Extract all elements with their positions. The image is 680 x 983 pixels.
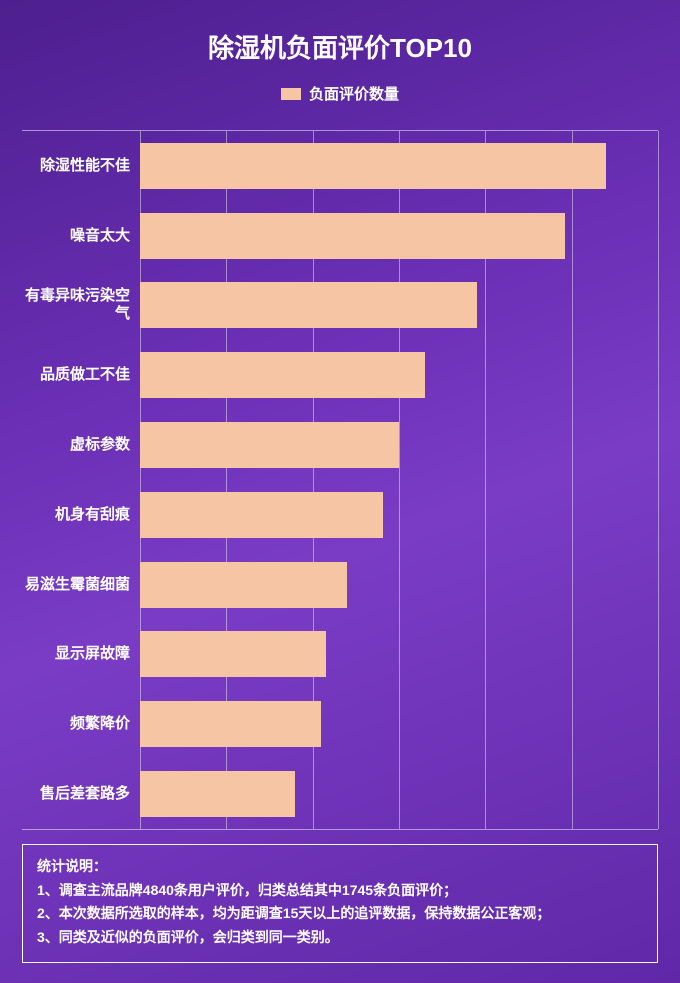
bar-label: 易滋生霉菌细菌 (22, 576, 140, 594)
bar-track (140, 619, 658, 689)
bar-row: 有毒异味污染空气 (22, 271, 658, 341)
bar-label: 机身有刮痕 (22, 506, 140, 524)
bar-track (140, 340, 658, 410)
notes-line: 1、调查主流品牌4840条用户评价，归类总结其中1745条负面评价； (37, 879, 643, 903)
bar-track (140, 480, 658, 550)
chart-area: 除湿性能不佳噪音太大有毒异味污染空气品质做工不佳虚标参数机身有刮痕易滋生霉菌细菌… (22, 130, 658, 834)
bar-label: 频繁降价 (22, 715, 140, 733)
bar (140, 631, 326, 677)
bar-track (140, 689, 658, 759)
bar-row: 品质做工不佳 (22, 340, 658, 410)
bar-track (140, 759, 658, 829)
bars: 除湿性能不佳噪音太大有毒异味污染空气品质做工不佳虚标参数机身有刮痕易滋生霉菌细菌… (22, 131, 658, 829)
bar-label: 虚标参数 (22, 436, 140, 454)
bar-label: 噪音太大 (22, 227, 140, 245)
bar-track (140, 271, 658, 341)
bar-label: 除湿性能不佳 (22, 157, 140, 175)
bar (140, 492, 383, 538)
bar-row: 机身有刮痕 (22, 480, 658, 550)
notes-line: 2、本次数据所选取的样本，均为距调查15天以上的追评数据，保持数据公正客观； (37, 902, 643, 926)
bar-row: 虚标参数 (22, 410, 658, 480)
bar-row: 频繁降价 (22, 689, 658, 759)
notes-title: 统计说明： (37, 855, 643, 879)
bar-label: 售后差套路多 (22, 785, 140, 803)
bar-track (140, 131, 658, 201)
bar-track (140, 201, 658, 271)
bar (140, 352, 425, 398)
gridline (658, 131, 659, 829)
bar (140, 422, 399, 468)
bar (140, 213, 565, 259)
notes-line: 3、同类及近似的负面评价，会归类到同一类别。 (37, 926, 643, 950)
bar-row: 显示屏故障 (22, 619, 658, 689)
legend-label: 负面评价数量 (309, 83, 399, 104)
bar-row: 售后差套路多 (22, 759, 658, 829)
chart-title: 除湿机负面评价TOP10 (22, 28, 658, 65)
bar-row: 易滋生霉菌细菌 (22, 550, 658, 620)
bar (140, 771, 295, 817)
plot: 除湿性能不佳噪音太大有毒异味污染空气品质做工不佳虚标参数机身有刮痕易滋生霉菌细菌… (22, 130, 658, 830)
bar-track (140, 410, 658, 480)
bar (140, 282, 477, 328)
bar (140, 143, 606, 189)
bar (140, 562, 347, 608)
legend: 负面评价数量 (22, 83, 658, 104)
bar-label: 品质做工不佳 (22, 366, 140, 384)
bar-label: 有毒异味污染空气 (22, 287, 140, 323)
legend-swatch (281, 88, 301, 100)
chart-container: 除湿机负面评价TOP10 负面评价数量 除湿性能不佳噪音太大有毒异味污染空气品质… (0, 0, 680, 983)
bar-track (140, 550, 658, 620)
notes-lines: 1、调查主流品牌4840条用户评价，归类总结其中1745条负面评价；2、本次数据… (37, 879, 643, 950)
bar (140, 701, 321, 747)
bar-row: 除湿性能不佳 (22, 131, 658, 201)
notes-box: 统计说明： 1、调查主流品牌4840条用户评价，归类总结其中1745条负面评价；… (22, 844, 658, 963)
bar-row: 噪音太大 (22, 201, 658, 271)
bar-label: 显示屏故障 (22, 645, 140, 663)
